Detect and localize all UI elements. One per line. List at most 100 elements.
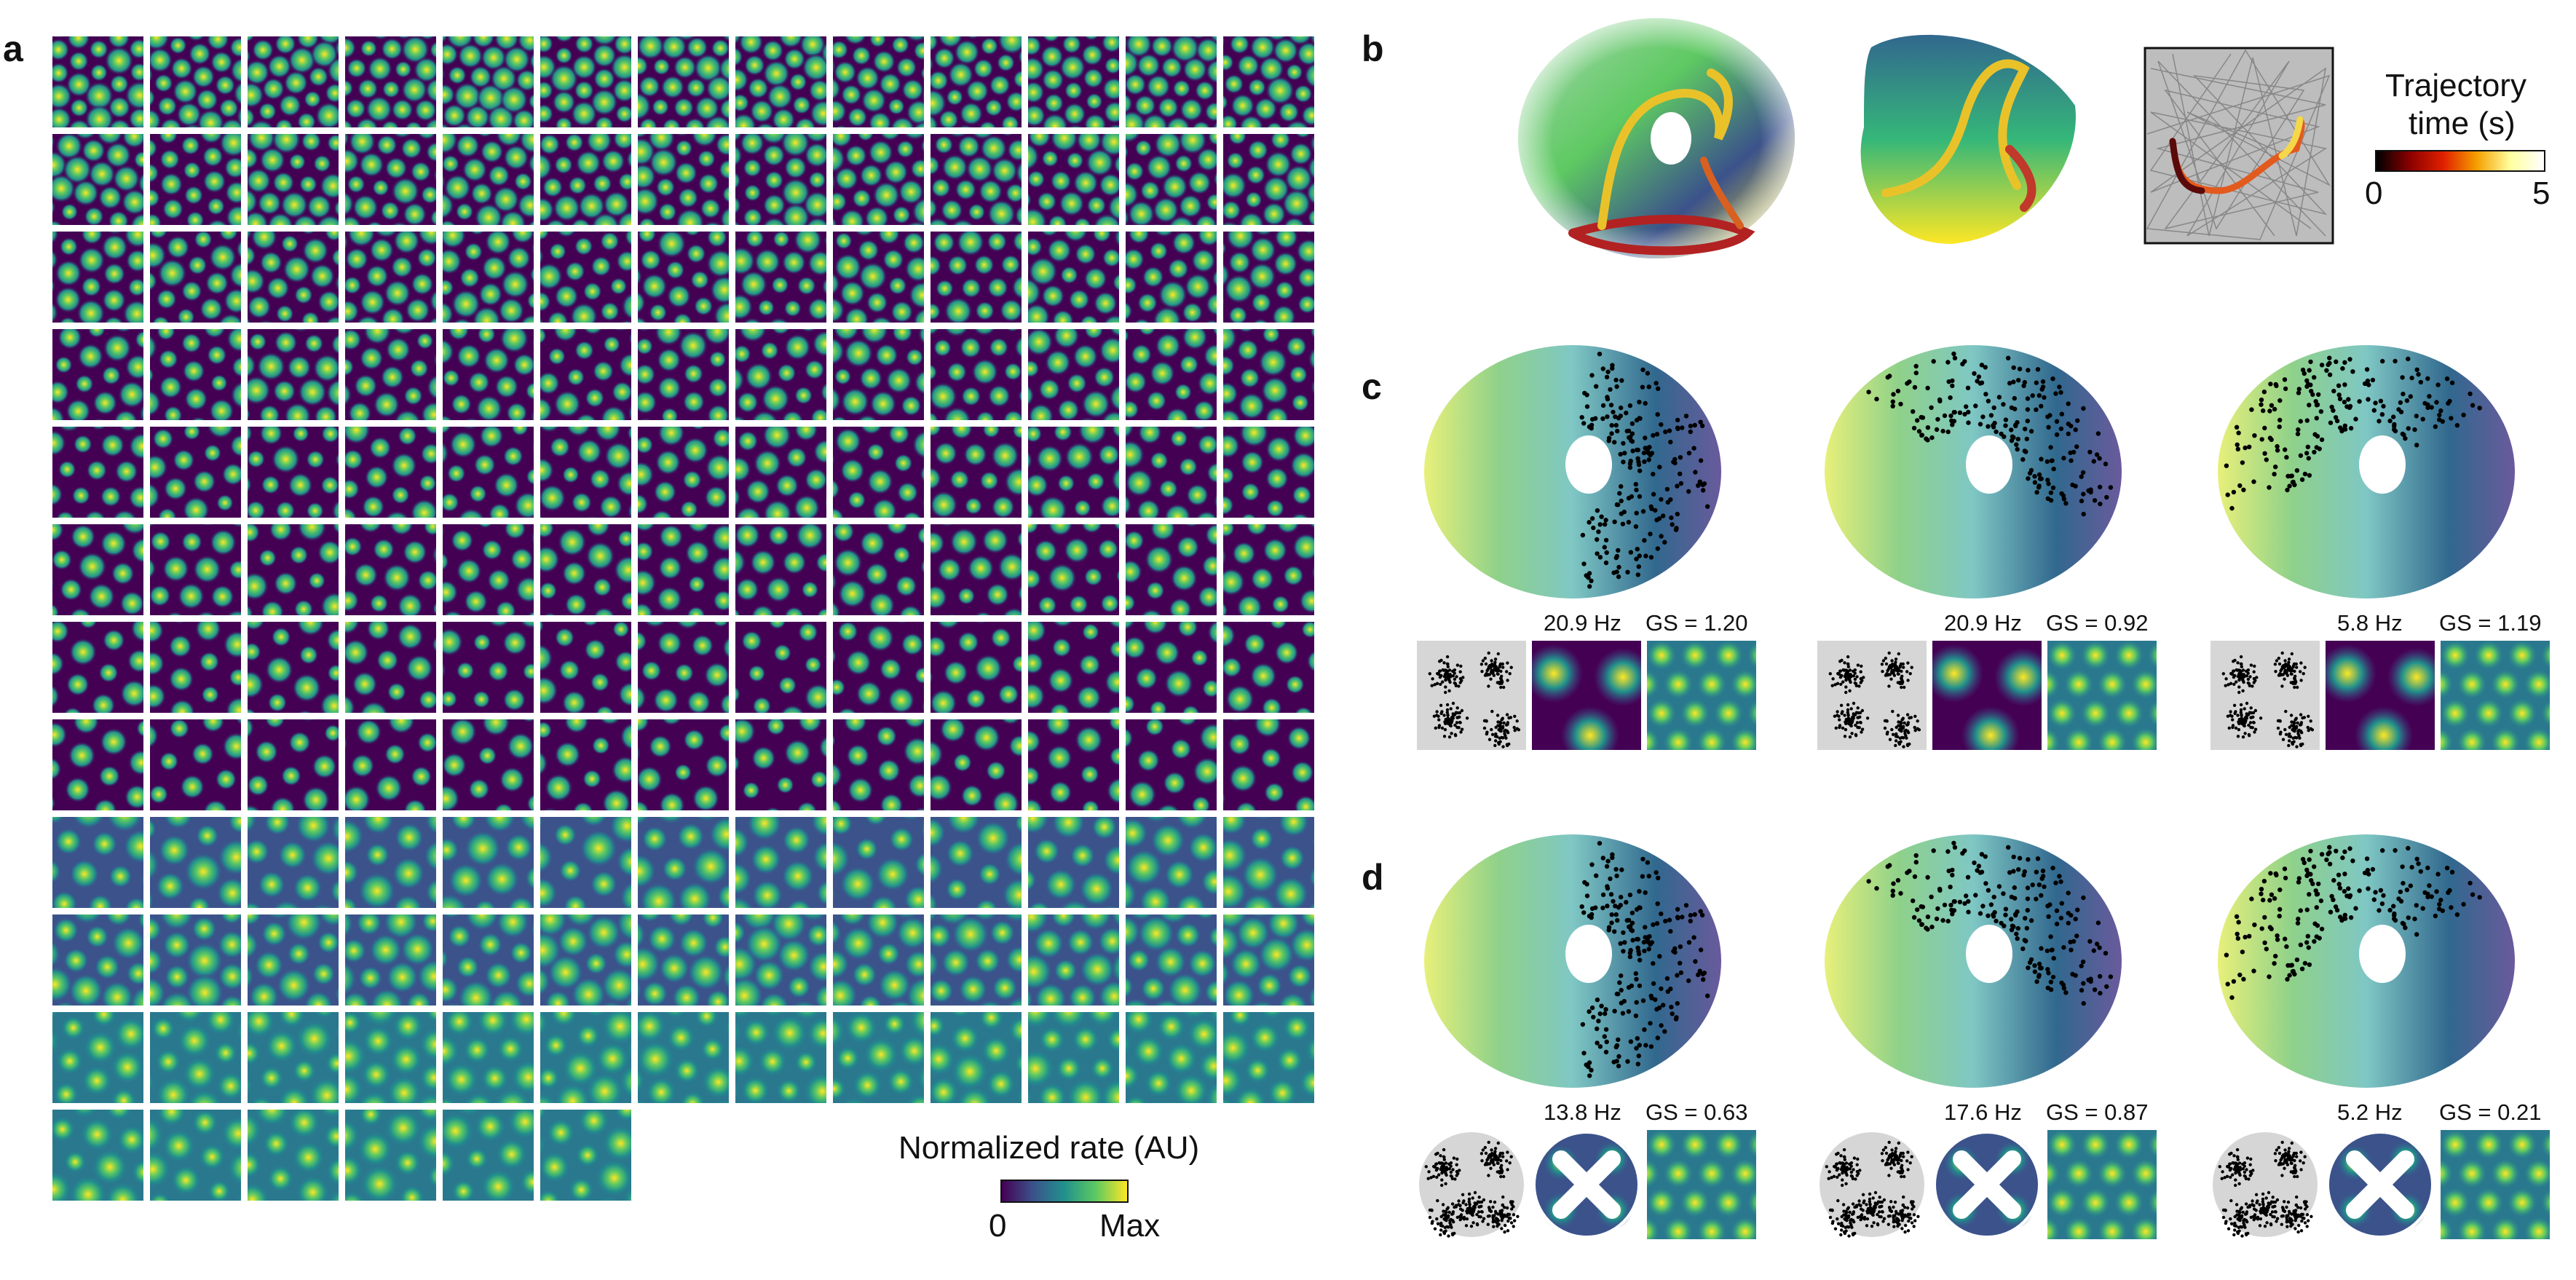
ratemap-cell: [345, 524, 436, 615]
panel-c-spikes-2: [1817, 641, 1927, 750]
ratemap-cell: [345, 427, 436, 518]
ratemap-cell: [1126, 36, 1217, 127]
ratemap-cell: [735, 719, 826, 810]
ratemap-cell: [345, 817, 436, 908]
panel-c-gridscore-2: GS = 0.92: [2046, 610, 2149, 636]
ratemap-cell: [248, 427, 339, 518]
ratemap-cell: [248, 1012, 339, 1103]
panel-c-ratemap-3: [2441, 641, 2550, 750]
ratemap-cell: [52, 36, 143, 127]
panel-c-torus-3: [2213, 341, 2519, 603]
ratemap-cell: [931, 427, 1022, 518]
ratemap-cell: [1028, 1012, 1119, 1103]
ratemap-cell: [248, 1110, 339, 1201]
ratemap-cell: [150, 817, 241, 908]
ratemap-cell: [540, 622, 631, 713]
ratemap-cell: [248, 914, 339, 1006]
ratemap-cell: [735, 329, 826, 420]
panel-c-torus-1: [1420, 341, 1726, 603]
ratemap-cell: [638, 524, 729, 615]
ratemap-cell: [345, 329, 436, 420]
panel-c-rate-1: 20.9 Hz: [1544, 610, 1621, 636]
panel-c-ratemap-1: [1647, 641, 1756, 750]
ratemap-cell: [735, 427, 826, 518]
ratemap-cell: [638, 232, 729, 323]
ratemap-cell: [443, 427, 534, 518]
ratemap-cell: [638, 134, 729, 225]
ratemap-cell: [1028, 427, 1119, 518]
ratemap-cell: [1223, 817, 1314, 908]
ratemap-cell: [540, 719, 631, 810]
ratemap-cell: [540, 134, 631, 225]
ratemap-cell: [1223, 524, 1314, 615]
ratemap-cell: [1028, 134, 1119, 225]
ratemap-cell: [931, 36, 1022, 127]
ratemap-cell: [150, 524, 241, 615]
ratemap-cell: [443, 134, 534, 225]
ratemap-cell: [1223, 36, 1314, 127]
panel-d-spikes-3: [2210, 1130, 2320, 1239]
ratemap-cell: [931, 524, 1022, 615]
ratemap-cell: [150, 134, 241, 225]
ratemap-cell: [931, 232, 1022, 323]
ratemap-cell: [345, 914, 436, 1006]
panel-c-spikes-3: [2210, 641, 2320, 750]
ratemap-cell: [540, 1110, 631, 1201]
ratemap-cell: [248, 36, 339, 127]
ratemap-cell: [833, 622, 924, 713]
ratemap-cell: [443, 1012, 534, 1103]
ratemap-cell: [833, 524, 924, 615]
ratemap-cell: [1126, 524, 1217, 615]
ratemap-cell: [248, 134, 339, 225]
ratemap-cell: [931, 1012, 1022, 1103]
ratemap-cell: [1223, 622, 1314, 713]
ratemap-cell: [52, 524, 143, 615]
ratemap-cell: [833, 719, 924, 810]
ratemap-cell: [540, 427, 631, 518]
ratemap-cell: [52, 232, 143, 323]
ratemap-cell: [735, 914, 826, 1006]
ratemap-cell: [540, 1012, 631, 1103]
panel-c-gridscore-3: GS = 1.19: [2439, 610, 2542, 636]
ratemap-cell: [931, 719, 1022, 810]
ratemap-cell: [1223, 427, 1314, 518]
ratemap-cell: [1223, 914, 1314, 1006]
ratemap-cell: [248, 719, 339, 810]
ratemap-cell: [931, 622, 1022, 713]
ratemap-cell: [150, 427, 241, 518]
ratemap-cell: [540, 232, 631, 323]
panel-d-gridscore-3: GS = 0.21: [2439, 1099, 2542, 1125]
ratemap-cell: [1223, 232, 1314, 323]
panel-d-rate-2: 17.6 Hz: [1944, 1099, 2022, 1125]
ratemap-cell: [1223, 134, 1314, 225]
ratemap-cell: [150, 1110, 241, 1201]
panel-d-ratemap-1: [1647, 1130, 1756, 1239]
ratemap-cell: [345, 134, 436, 225]
ratemap-cell: [735, 1012, 826, 1103]
ratemap-cell: [638, 719, 729, 810]
ratemap-cell: [638, 329, 729, 420]
ratemap-cell: [540, 36, 631, 127]
ratemap-cell: [931, 329, 1022, 420]
ratemap-cell: [52, 622, 143, 713]
ratemap-cell: [1126, 427, 1217, 518]
ratemap-cell: [150, 329, 241, 420]
ratemap-cell: [443, 232, 534, 323]
ratemap-cell: [1028, 329, 1119, 420]
panel-b-torus-2: [1842, 18, 2082, 258]
ratemap-cell: [443, 1110, 534, 1201]
ratemap-cell: [248, 622, 339, 713]
ratemap-cell: [735, 134, 826, 225]
panel-c-label: c: [1362, 366, 1382, 407]
ratemap-cell: [1028, 622, 1119, 713]
ratemap-cell: [1223, 1012, 1314, 1103]
ratemap-cell: [1126, 622, 1217, 713]
panel-a-colorbar: [1000, 1180, 1129, 1203]
ratemap-cell: [248, 524, 339, 615]
ratemap-cell: [833, 329, 924, 420]
panel-c-ratemap-2: [2047, 641, 2157, 750]
ratemap-cell: [443, 719, 534, 810]
ratemap-cell: [1126, 232, 1217, 323]
ratemap-cell: [1126, 719, 1217, 810]
ratemap-cell: [443, 914, 534, 1006]
